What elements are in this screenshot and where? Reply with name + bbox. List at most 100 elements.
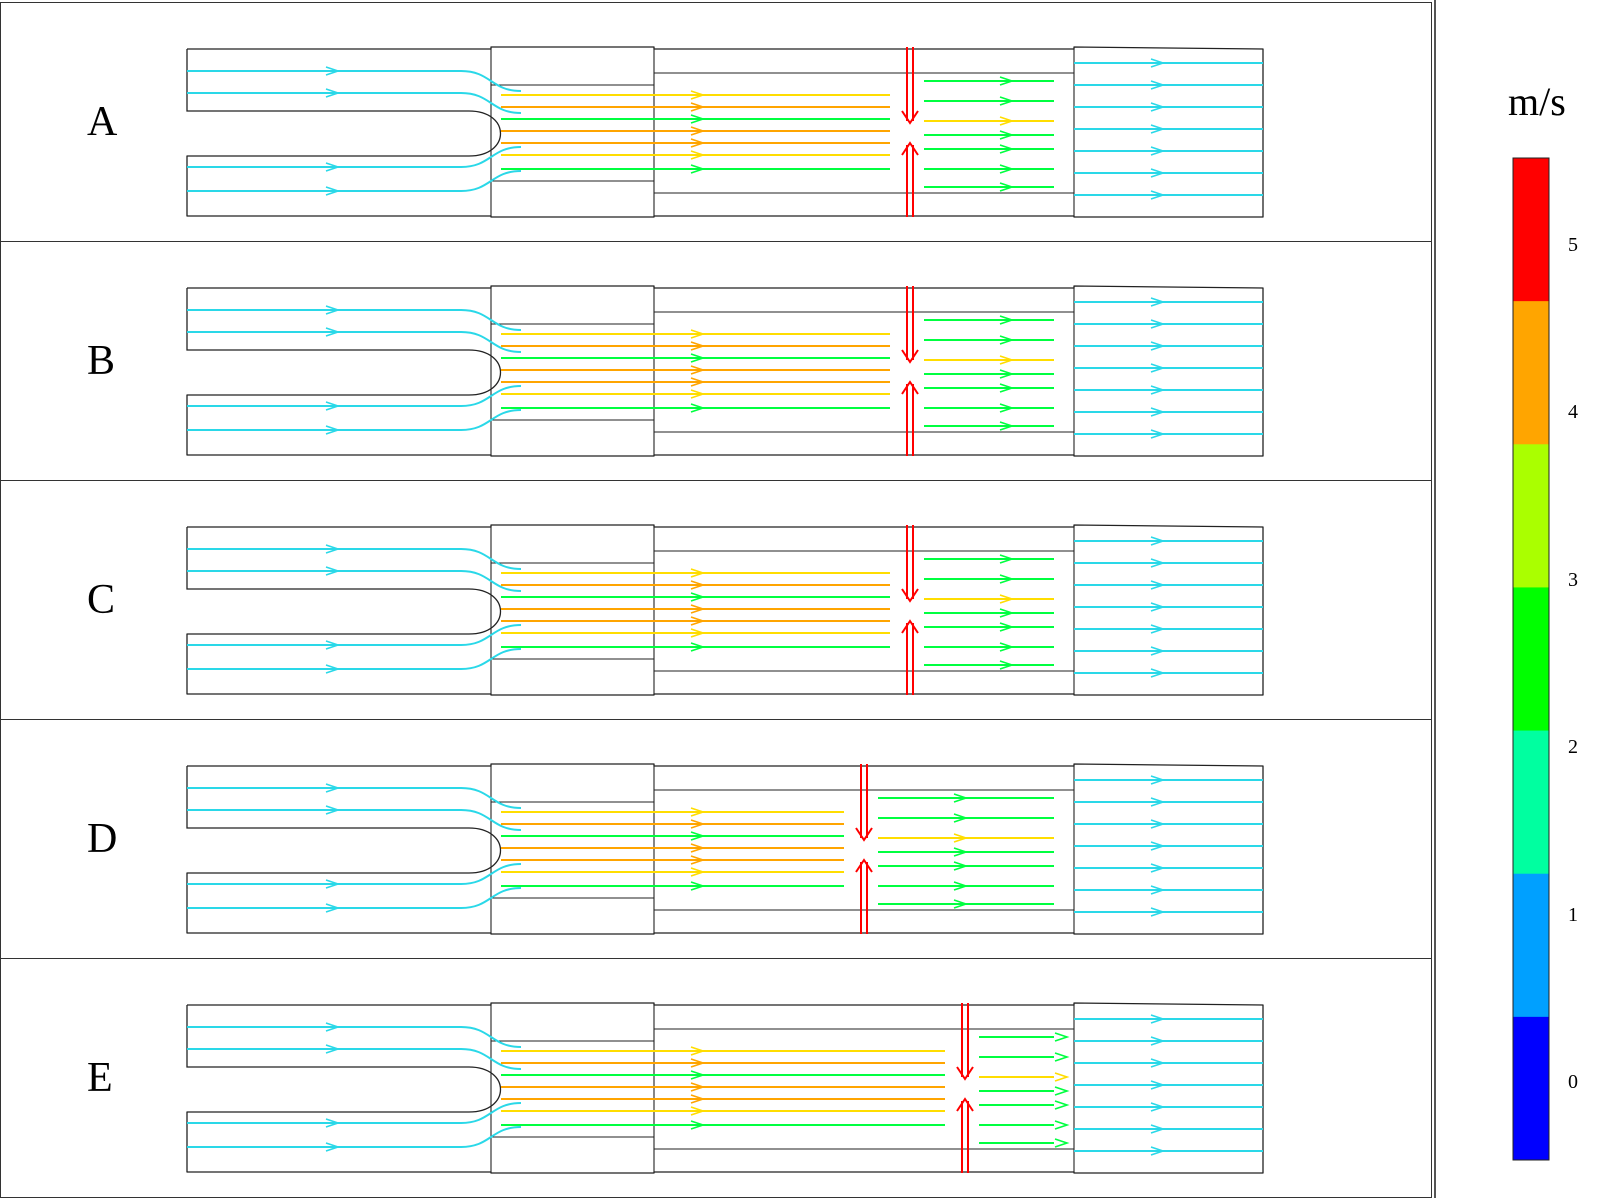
flow-arrow <box>690 855 706 865</box>
flow-arrow <box>1150 1058 1166 1068</box>
streamline-plot-a <box>186 46 1264 218</box>
flow-arrow <box>690 377 706 387</box>
flow-arrow <box>690 831 706 841</box>
flow-arrow <box>1150 146 1166 156</box>
flow-arrow <box>1054 1138 1070 1148</box>
flow-arrow <box>999 594 1015 604</box>
streamline-inlet <box>187 648 522 670</box>
streamline-plot-d <box>186 763 1264 935</box>
flow-arrow <box>1150 168 1166 178</box>
flow-arrow <box>690 403 706 413</box>
flow-arrow <box>1150 297 1166 307</box>
flow-arrow <box>1150 429 1166 439</box>
flow-arrow <box>999 335 1015 345</box>
flow-arrow <box>999 164 1015 174</box>
flow-arrow <box>1150 124 1166 134</box>
flow-arrow <box>325 162 341 172</box>
color-scale-bar <box>1512 157 1550 1161</box>
flow-arrow <box>690 341 706 351</box>
flow-arrow <box>690 329 706 339</box>
flow-arrow <box>690 138 706 148</box>
flow-arrow <box>690 164 706 174</box>
streamline-inlet <box>187 624 522 646</box>
flow-arrow <box>1150 841 1166 851</box>
jet-arrow <box>956 1066 974 1081</box>
flow-arrow <box>953 881 969 891</box>
streamline-inlet <box>187 170 522 192</box>
flow-arrow <box>325 88 341 98</box>
flow-arrow <box>953 813 969 823</box>
flow-arrow <box>999 76 1015 86</box>
channel-outline <box>186 285 1264 457</box>
flow-arrow <box>1054 1086 1070 1096</box>
flow-arrow <box>690 389 706 399</box>
nozzle-outline <box>186 766 502 874</box>
flow-arrow <box>999 608 1015 618</box>
streamline-plot-b <box>186 285 1264 457</box>
flow-arrow <box>999 642 1015 652</box>
flow-arrow <box>953 833 969 843</box>
flow-arrow <box>1150 102 1166 112</box>
flow-arrow <box>325 186 341 196</box>
flow-arrow <box>690 150 706 160</box>
flow-arrow <box>690 365 706 375</box>
flow-arrow <box>953 899 969 909</box>
jet-arrow <box>901 588 919 603</box>
flow-arrow <box>1150 775 1166 785</box>
flow-arrow <box>1054 1120 1070 1130</box>
flow-arrow <box>1150 1124 1166 1134</box>
flow-arrow <box>325 903 341 913</box>
flow-arrow <box>999 96 1015 106</box>
flow-arrow <box>999 403 1015 413</box>
nozzle-outline <box>186 288 502 396</box>
flow-arrow <box>1150 536 1166 546</box>
nozzle-outline <box>186 1005 502 1113</box>
channel-outline <box>186 46 1264 218</box>
flow-arrow <box>1150 407 1166 417</box>
flow-arrow <box>1150 1036 1166 1046</box>
flow-arrow <box>690 568 706 578</box>
nozzle-outline <box>186 49 502 157</box>
flow-arrow <box>325 805 341 815</box>
streamline-inlet <box>187 309 522 331</box>
flow-arrow <box>999 144 1015 154</box>
flow-arrow <box>999 116 1015 126</box>
flow-panels: A B C D E <box>0 2 1434 1198</box>
flow-arrow <box>1054 1072 1070 1082</box>
legend-band <box>1513 301 1549 445</box>
flow-arrow <box>1150 907 1166 917</box>
panel-e: E <box>0 958 1432 1198</box>
legend-tick-3: 3 <box>1568 569 1578 591</box>
flow-arrow <box>325 401 341 411</box>
legend-tick-5: 5 <box>1568 234 1578 256</box>
flow-arrow <box>325 566 341 576</box>
flow-arrow <box>1150 580 1166 590</box>
flow-arrow <box>1150 190 1166 200</box>
flow-arrow <box>999 660 1015 670</box>
flow-arrow <box>690 1070 706 1080</box>
flow-arrow <box>690 126 706 136</box>
flow-arrow <box>325 783 341 793</box>
streamline-inlet <box>187 1126 522 1148</box>
flow-arrow <box>999 130 1015 140</box>
flow-arrow <box>1054 1052 1070 1062</box>
flow-arrow <box>325 640 341 650</box>
jet-arrow <box>855 827 873 842</box>
flow-arrow <box>1150 385 1166 395</box>
flow-arrow <box>690 1120 706 1130</box>
legend-tick-1: 1 <box>1568 904 1578 926</box>
flow-arrow <box>999 554 1015 564</box>
legend-band <box>1513 158 1549 302</box>
flow-arrow <box>1150 363 1166 373</box>
flow-arrow <box>1150 885 1166 895</box>
flow-arrow <box>1150 797 1166 807</box>
flow-arrow <box>999 315 1015 325</box>
flow-arrow <box>1150 863 1166 873</box>
flow-arrow <box>690 628 706 638</box>
flow-arrow <box>1150 558 1166 568</box>
streamline-plot-e <box>186 1002 1264 1174</box>
flow-arrow <box>999 421 1015 431</box>
legend-band <box>1513 1016 1549 1161</box>
flow-arrow <box>325 1118 341 1128</box>
flow-arrow <box>1150 819 1166 829</box>
